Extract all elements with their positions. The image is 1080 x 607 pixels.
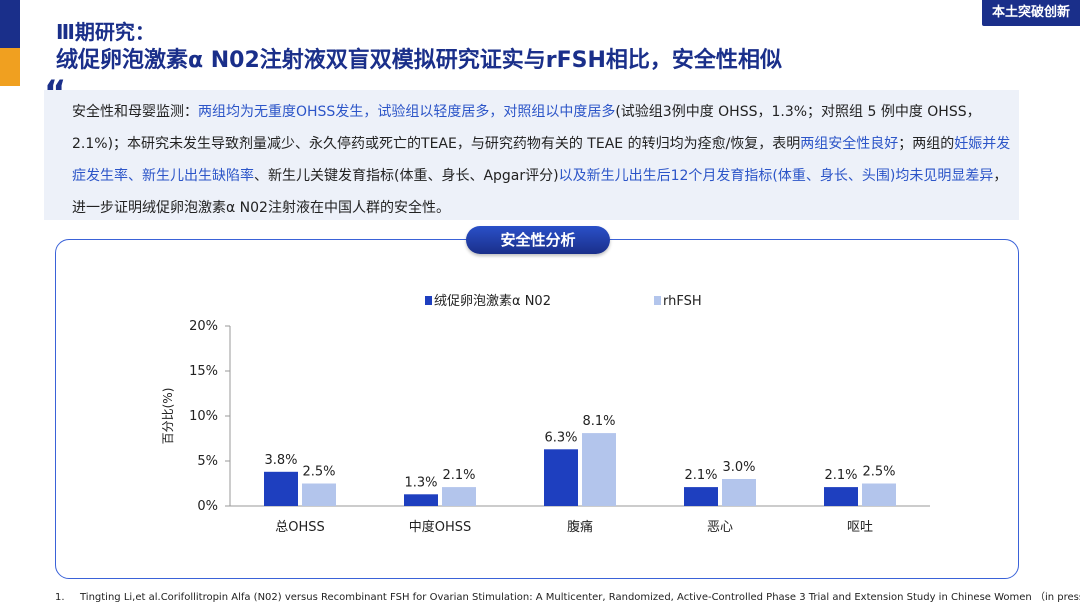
summary-segment: (试验组3例中度 OHSS，1.3%；对照组 5 例中度 OHSS，2.1%)；… xyxy=(72,104,981,152)
legend-swatch xyxy=(425,296,432,305)
bar-series-1 xyxy=(684,487,718,506)
bar-series-2 xyxy=(862,483,896,506)
bar-series-1 xyxy=(404,494,438,506)
bar-series-1 xyxy=(264,471,298,506)
summary-box: 安全性和母婴监测：两组均为无重度OHSS发生，试验组以轻度居多，对照组以中度居多… xyxy=(44,90,1019,220)
x-tick-label: 腹痛 xyxy=(567,519,593,535)
data-label: 3.0% xyxy=(722,460,755,475)
legend-label: rhFSH xyxy=(663,294,702,309)
data-label: 2.1% xyxy=(442,468,475,483)
y-tick-label: 10% xyxy=(189,409,218,424)
y-tick-label: 15% xyxy=(189,364,218,379)
data-label: 3.8% xyxy=(264,453,297,468)
x-tick-label: 恶心 xyxy=(707,520,733,535)
section-label: 安全性分析 xyxy=(466,226,610,254)
y-tick-label: 5% xyxy=(197,454,218,469)
summary-segment: 以及新生儿出生后12个月发育指标(体重、身长、头围)均未见明显差异 xyxy=(558,168,994,184)
bar-series-2 xyxy=(302,483,336,506)
accent-bar-orange xyxy=(0,48,20,86)
footnote-number: 1. xyxy=(55,592,65,603)
legend-label: 绒促卵泡激素α N02 xyxy=(434,294,551,309)
footnote: 1. Tingting Li,et al.Corifollitropin Alfa… xyxy=(55,588,1080,603)
summary-segment: ；两组的 xyxy=(898,136,955,152)
summary-segment: 安全性和母婴监测： xyxy=(72,104,198,120)
bar-series-2 xyxy=(442,487,476,506)
y-tick-label: 0% xyxy=(197,499,218,514)
data-label: 2.5% xyxy=(302,465,335,480)
data-label: 2.5% xyxy=(862,465,895,480)
summary-segment: 、新生儿关键发育指标(体重、身长、Apgar评分) xyxy=(254,168,559,184)
y-tick-label: 20% xyxy=(189,319,218,334)
summary-segment: ，进一步证明绒促卵泡激素α N02注射液在中国人群的安全性。 xyxy=(72,168,1008,216)
summary-segment: 妊娠并发症发生率、新生儿出生缺陷率 xyxy=(72,136,1011,184)
data-label: 6.3% xyxy=(544,430,577,445)
page-title-line1: Ⅲ期研究： xyxy=(56,20,155,44)
summary-segment: 两组安全性良好 xyxy=(800,136,899,152)
summary-segment: 两组均为无重度OHSS发生，试验组以轻度居多，对照组以中度居多 xyxy=(198,104,616,120)
data-label: 1.3% xyxy=(404,475,437,490)
accent-bar-blue xyxy=(0,0,20,48)
y-axis-label: 百分比(%) xyxy=(161,388,175,445)
bar-series-1 xyxy=(544,449,578,506)
bar-series-2 xyxy=(722,479,756,506)
legend-swatch xyxy=(654,296,661,305)
x-tick-label: 呕吐 xyxy=(847,520,873,535)
bar-series-1 xyxy=(824,487,858,506)
x-tick-label: 总OHSS xyxy=(275,520,325,535)
page-title-line2: 绒促卵泡激素α N02注射液双盲双模拟研究证实与rFSH相比，安全性相似 xyxy=(56,48,782,73)
quote-icon: “ xyxy=(44,73,67,113)
x-tick-label: 中度OHSS xyxy=(409,519,472,535)
brand-badge: 本土突破创新 xyxy=(982,0,1080,26)
data-label: 8.1% xyxy=(582,414,615,429)
data-label: 2.1% xyxy=(684,468,717,483)
bar-series-2 xyxy=(582,433,616,506)
footnote-text: Tingting Li,et al.Corifollitropin Alfa (… xyxy=(80,592,1080,603)
data-label: 2.1% xyxy=(824,468,857,483)
